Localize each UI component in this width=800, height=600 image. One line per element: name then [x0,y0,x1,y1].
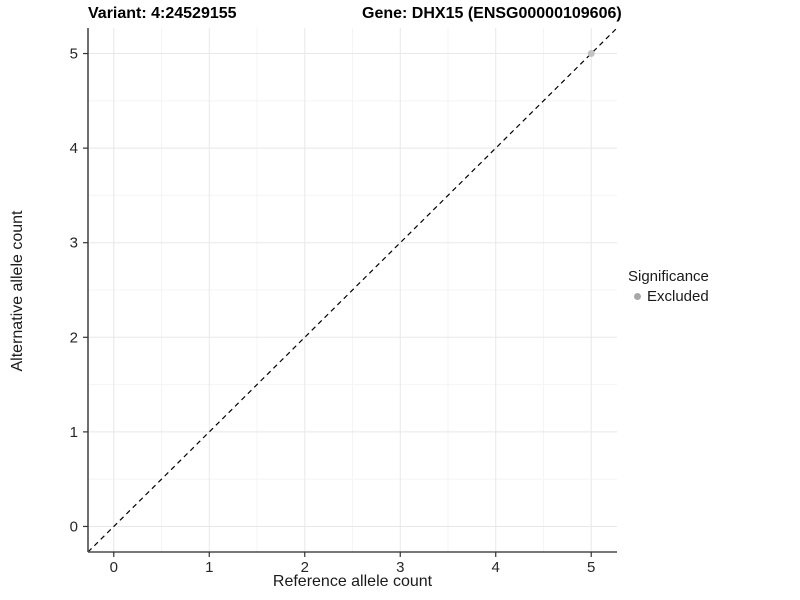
plot-title-variant: Variant: 4:24529155 [88,5,237,22]
y-tick-label: 5 [70,46,78,63]
y-tick-label: 4 [70,140,78,157]
x-tick-label: 3 [396,559,404,576]
y-axis-title: Alternative allele count [9,210,26,372]
y-tick-label: 2 [70,329,78,346]
legend-point-icon [634,293,641,300]
y-tick-label: 3 [70,235,78,252]
x-tick-label: 1 [205,559,213,576]
legend: Significance Excluded [628,268,709,305]
x-axis-title: Reference allele count [272,573,433,590]
identity-dashed-line [87,27,618,553]
data-point-excluded [587,50,595,58]
legend-title: Significance [628,268,709,285]
y-tick-label: 0 [70,518,78,535]
x-tick-label: 0 [110,559,118,576]
legend-entry-label: Excluded [647,288,709,305]
x-tick-label: 4 [492,559,500,576]
plot-title-gene: Gene: DHX15 (ENSG00000109606) [362,5,622,22]
y-tick-label: 1 [70,424,78,441]
legend-entry-excluded: Excluded [628,288,709,305]
x-tick-label: 2 [301,559,309,576]
x-tick-label: 5 [587,559,595,576]
